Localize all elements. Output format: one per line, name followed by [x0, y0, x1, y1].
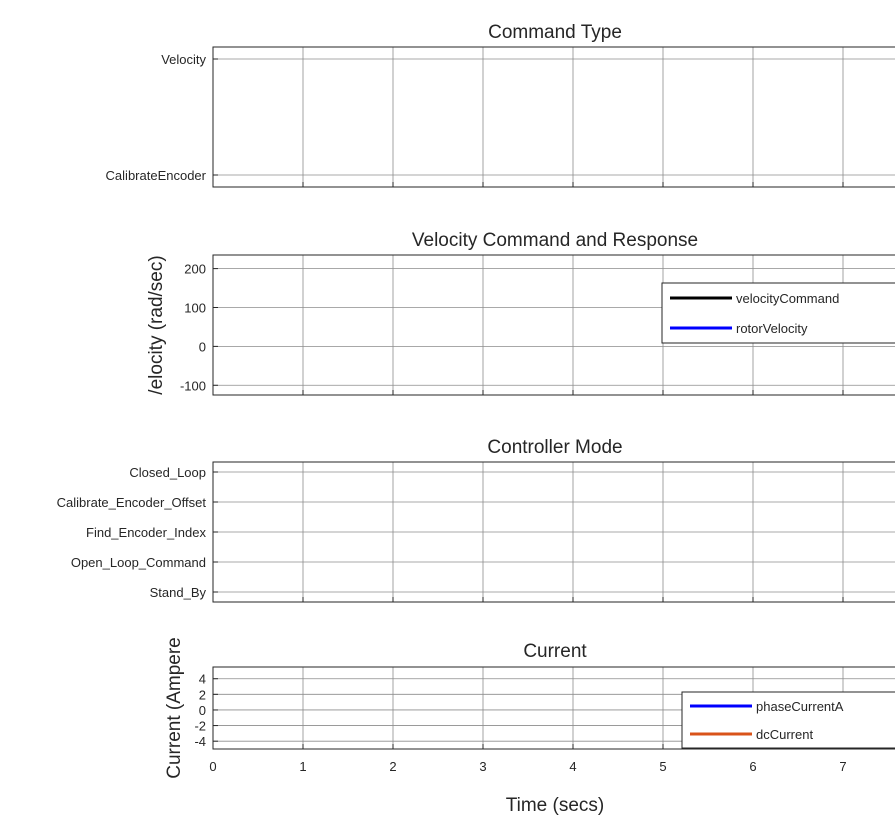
y-axis-label: /elocity (rad/sec) [146, 255, 167, 394]
y-tick-label: 200 [184, 262, 206, 277]
y-axis-label: Current (Ampere [164, 637, 185, 779]
x-tick-label: 2 [389, 759, 396, 774]
y-tick-label: -4 [194, 734, 206, 749]
legend-label: phaseCurrentA [756, 699, 844, 714]
axes-border [212, 254, 895, 396]
x-tick-label: 5 [659, 759, 666, 774]
y-tick-label: -100 [180, 378, 206, 393]
y-tick-label: 0 [199, 703, 206, 718]
x-tick-label: 1 [299, 759, 306, 774]
x-tick-label: 7 [839, 759, 846, 774]
y-tick-label: Calibrate_Encoder_Offset [57, 495, 207, 510]
y-tick-label: 100 [184, 301, 206, 316]
y-tick-label: 4 [199, 672, 206, 687]
x-tick-label: 6 [749, 759, 756, 774]
y-tick-label: 2 [199, 687, 206, 702]
subplot-3: Stand_By Open_Loop_Command Find_Encoder_In… [57, 437, 895, 603]
legend-label: dcCurrent [756, 727, 813, 742]
subplot-1: CalibrateEncoder Velocity Command Type [106, 22, 895, 188]
plot-title: Command Type [488, 22, 622, 43]
axes-border [212, 46, 895, 188]
legend: velocityCommand rotorVelocity [661, 282, 895, 344]
legend-label: velocityCommand [736, 291, 839, 306]
legend-box [661, 282, 895, 344]
x-axis-label: Time (secs) [506, 795, 605, 816]
y-tick-label: Velocity [161, 52, 206, 67]
subplot-2: 200 100 0 -100 Velocity Command and Response… [146, 230, 895, 396]
plot-title: Current [523, 641, 587, 662]
axes-border [212, 666, 895, 750]
legend: phaseCurrentA dcCurrent [681, 691, 895, 749]
legend-box [681, 691, 895, 749]
x-tick-label: 4 [569, 759, 576, 774]
y-tick-label: 0 [199, 339, 206, 354]
x-tick-label: 3 [479, 759, 486, 774]
plot-title: Controller Mode [487, 437, 622, 458]
y-tick-label: Open_Loop_Command [71, 555, 206, 570]
plot-title: Velocity Command and Response [412, 230, 698, 251]
y-tick-label: -2 [194, 719, 206, 734]
legend-label: rotorVelocity [736, 321, 808, 336]
plot-area [212, 46, 895, 188]
x-tick-label: 0 [209, 759, 216, 774]
axes-border [212, 461, 895, 603]
y-tick-label: Closed_Loop [129, 465, 206, 480]
y-tick-label: Find_Encoder_Index [86, 525, 206, 540]
y-tick-label: CalibrateEncoder [106, 168, 207, 183]
y-tick-label: Stand_By [150, 585, 207, 600]
